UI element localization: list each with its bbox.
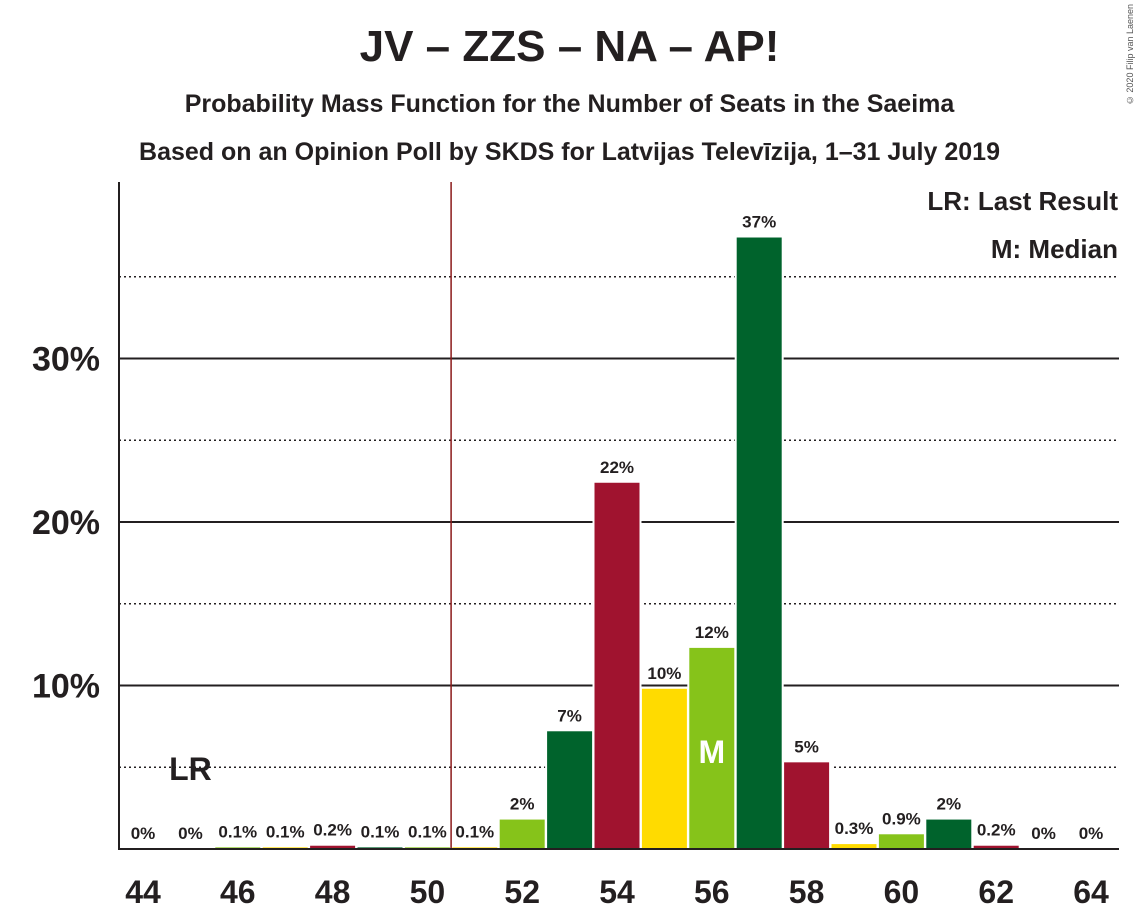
bar xyxy=(878,834,924,849)
legend-last-result: LR: Last Result xyxy=(927,186,1118,216)
data-label: 0.9% xyxy=(882,809,921,828)
bar-halo xyxy=(260,845,310,849)
bar xyxy=(547,731,593,849)
bar-halo xyxy=(402,845,452,849)
bar xyxy=(689,647,735,849)
data-label: 0.1% xyxy=(361,822,400,841)
data-label: 5% xyxy=(794,737,819,756)
data-label: 0.1% xyxy=(455,822,494,841)
x-tick-label: 46 xyxy=(220,874,256,910)
data-label: 0.3% xyxy=(835,819,874,838)
chart-title: JV – ZZS – NA – AP! xyxy=(359,22,780,71)
markers: LR M xyxy=(169,734,725,787)
chart-subtitle: Probability Mass Function for the Number… xyxy=(184,90,955,118)
x-tick-label: 48 xyxy=(315,874,351,910)
bars xyxy=(213,235,1021,849)
x-tick-label: 56 xyxy=(694,874,730,910)
bar xyxy=(973,845,1019,849)
data-labels: 0% 0% 0.1% 0.1% 0.2% 0.1% 0.1% 0.1% 2% 7% 22% 10% 12… xyxy=(131,213,1104,843)
data-label: 0% xyxy=(1031,824,1056,843)
x-tick-label: 64 xyxy=(1073,874,1109,910)
x-tick-label: 58 xyxy=(789,874,825,910)
x-tick-label: 50 xyxy=(410,874,446,910)
bar-halo xyxy=(213,845,263,849)
x-tick-label: 60 xyxy=(884,874,920,910)
chart-source-subtitle: Based on an Opinion Poll by SKDS for Lat… xyxy=(139,138,1000,166)
bar xyxy=(641,688,687,849)
bar-halo xyxy=(450,845,500,849)
data-label: 2% xyxy=(937,795,962,814)
bar xyxy=(831,844,877,849)
y-axis-ticks: 10% 20% 30% xyxy=(32,341,100,706)
bar xyxy=(926,819,972,849)
data-label: 0.2% xyxy=(313,821,352,840)
data-label: 0% xyxy=(1079,824,1104,843)
data-label: 22% xyxy=(600,458,634,477)
y-tick-label: 20% xyxy=(32,504,100,542)
bar xyxy=(736,237,782,849)
data-label: 2% xyxy=(510,795,535,814)
bar xyxy=(784,762,830,849)
data-label: 0.1% xyxy=(408,822,447,841)
x-axis-ticks: 44 46 48 50 52 54 56 58 60 62 64 xyxy=(125,874,1109,910)
x-tick-label: 54 xyxy=(599,874,635,910)
x-tick-label: 44 xyxy=(125,874,161,910)
y-tick-label: 10% xyxy=(32,668,100,706)
bar xyxy=(594,482,640,849)
data-label: 0.2% xyxy=(977,821,1016,840)
data-label: 7% xyxy=(557,706,582,725)
bar xyxy=(499,819,545,849)
last-result-marker: LR xyxy=(169,751,212,787)
data-label: 10% xyxy=(647,664,681,683)
data-label: 0.1% xyxy=(218,822,257,841)
data-label: 12% xyxy=(695,623,729,642)
bar xyxy=(310,845,356,849)
median-marker: M xyxy=(698,734,725,770)
data-label: 0% xyxy=(178,824,203,843)
y-tick-label: 30% xyxy=(32,341,100,379)
bar-halo xyxy=(355,845,405,849)
data-label: 0% xyxy=(131,824,156,843)
data-label: 0.1% xyxy=(266,822,305,841)
legend-median: M: Median xyxy=(991,234,1118,264)
x-tick-label: 62 xyxy=(978,874,1014,910)
data-label: 37% xyxy=(742,213,776,232)
x-tick-label: 52 xyxy=(504,874,540,910)
